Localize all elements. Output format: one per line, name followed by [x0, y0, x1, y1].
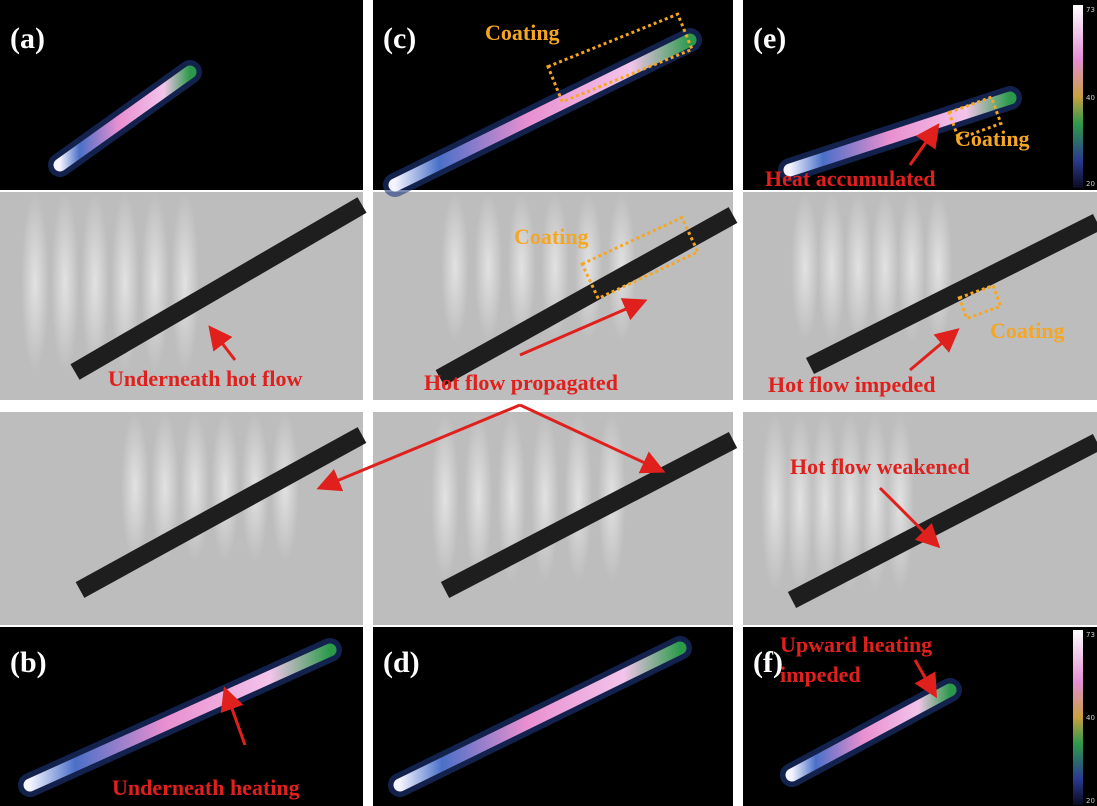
annotation: Coating	[990, 318, 1065, 343]
colorbar	[1073, 5, 1083, 188]
plume	[886, 412, 914, 592]
panel-label: (b)	[10, 646, 47, 679]
colorbar-tick: 40	[1086, 714, 1095, 722]
annotation: impeded	[780, 662, 861, 687]
plume	[844, 192, 872, 342]
panel-label: (d)	[383, 646, 420, 679]
plume	[51, 192, 79, 372]
annotation: Coating	[955, 126, 1030, 151]
annotation: Heat accumulated	[765, 166, 935, 191]
plume	[786, 412, 814, 592]
plume	[21, 192, 49, 372]
annotation: Upward heating	[780, 632, 932, 657]
colorbar-tick: 73	[1086, 631, 1095, 639]
annotation: Coating	[485, 20, 560, 45]
colorbar-tick: 20	[1086, 180, 1095, 188]
plume	[791, 192, 819, 342]
annotation: Hot flow propagated	[424, 370, 618, 395]
colorbar-tick: 20	[1086, 797, 1095, 805]
colorbar-tick: 73	[1086, 6, 1095, 14]
schlieren-image	[0, 412, 363, 625]
figure: (a) (b) (c) (d) (e) (f) Underneath hot f…	[0, 0, 1097, 806]
panel-label: (c)	[383, 22, 416, 55]
panel-label: (e)	[753, 22, 786, 55]
plume	[211, 412, 239, 562]
plume	[818, 192, 846, 342]
plume	[171, 192, 199, 372]
plume	[811, 412, 839, 592]
plume	[531, 412, 559, 582]
plume	[441, 192, 469, 342]
plume	[141, 192, 169, 372]
annotation: Underneath heating	[112, 775, 300, 800]
panel-label: (f)	[753, 646, 783, 679]
plume	[474, 192, 502, 342]
plume	[924, 192, 952, 342]
colorbar-tick: 40	[1086, 94, 1095, 102]
annotation: Coating	[514, 224, 589, 249]
annotation: Underneath hot flow	[108, 366, 302, 391]
panels	[0, 0, 1097, 806]
annotation: Hot flow weakened	[790, 454, 970, 479]
plume	[761, 412, 789, 592]
panel-label: (a)	[10, 22, 45, 55]
colorbar	[1073, 630, 1083, 805]
plume	[121, 412, 149, 562]
annotation: Hot flow impeded	[768, 372, 935, 397]
plume	[464, 412, 492, 582]
